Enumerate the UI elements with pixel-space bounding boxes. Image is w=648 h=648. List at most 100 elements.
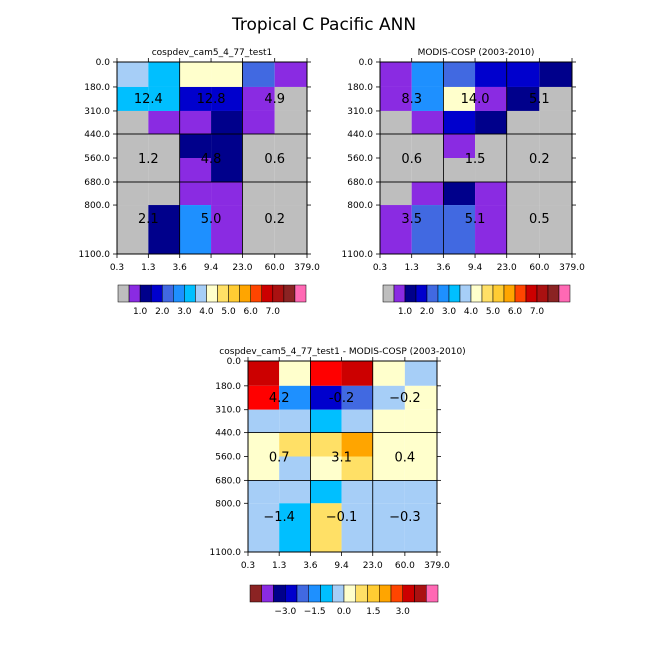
group-value-label: 3.1 xyxy=(331,451,352,466)
y-tick-label: 800.0 xyxy=(347,201,373,211)
legend-swatch xyxy=(296,584,309,603)
heatmap-cell xyxy=(148,158,180,182)
heatmap-cell xyxy=(148,182,180,206)
legend-swatch xyxy=(492,284,505,303)
heatmap-cell xyxy=(506,62,540,87)
heatmap-cell xyxy=(404,432,437,457)
legend-label: 4.0 xyxy=(199,307,214,317)
x-tick-label: 1.3 xyxy=(141,263,155,273)
heatmap-cell xyxy=(539,134,572,158)
y-tick-label: 800.0 xyxy=(84,201,110,211)
x-tick-label: 9.4 xyxy=(204,263,219,273)
legend-swatch xyxy=(320,584,333,603)
heatmap-cell xyxy=(242,182,275,206)
group-value-label: 0.4 xyxy=(395,451,416,466)
group-value-label: 12.4 xyxy=(134,92,163,107)
legend-swatch xyxy=(503,284,516,303)
heatmap-cell xyxy=(279,456,311,481)
group-value-label: 2.1 xyxy=(138,212,159,227)
heatmap-cell xyxy=(242,205,275,254)
heatmap-cell xyxy=(248,432,280,457)
heatmap-cell xyxy=(380,62,412,87)
legend-swatch xyxy=(117,284,130,303)
heatmap-cell xyxy=(148,134,180,158)
heatmap-cell xyxy=(179,182,212,206)
heatmap-cell xyxy=(279,480,311,504)
heatmap-cell xyxy=(179,86,212,111)
heatmap-cell xyxy=(274,158,307,182)
legend-swatch xyxy=(308,584,321,603)
x-tick-label: 0.3 xyxy=(241,561,255,571)
heatmap-cell xyxy=(211,158,243,182)
heatmap-cell xyxy=(506,110,540,134)
legend-swatch xyxy=(379,584,392,603)
group-value-label: 0.6 xyxy=(264,152,285,167)
legend-label: 3.0 xyxy=(442,307,457,317)
heatmap-cell xyxy=(248,503,280,552)
y-tick-label: 0.0 xyxy=(96,58,111,68)
heatmap-cell xyxy=(310,456,342,481)
heatmap-cell xyxy=(211,182,243,206)
legend-swatch xyxy=(272,284,285,303)
heatmap-cell xyxy=(211,134,243,158)
heatmap-cell xyxy=(372,503,405,552)
heatmap-cell xyxy=(341,480,373,504)
group-value-label: 0.7 xyxy=(269,451,290,466)
heatmap-cell xyxy=(404,361,437,386)
heatmap-cell xyxy=(506,205,540,254)
heatmap-cell xyxy=(248,409,280,433)
legend-swatch xyxy=(402,584,415,603)
y-tick-label: 440.0 xyxy=(215,429,241,439)
legend-swatch xyxy=(150,284,163,303)
heatmap-cell xyxy=(211,205,243,254)
heatmap-cell xyxy=(443,182,476,206)
group-value-label: -0.2 xyxy=(329,391,354,406)
heatmap-cell xyxy=(372,432,405,457)
heatmap-cell xyxy=(411,62,444,87)
y-tick-label: 560.0 xyxy=(347,154,373,164)
heatmap-cell xyxy=(443,158,476,182)
legend-swatch xyxy=(426,284,439,303)
heatmap-cell xyxy=(279,385,311,410)
heatmap-cell xyxy=(404,409,437,433)
legend-swatch xyxy=(239,284,251,303)
x-tick-label: 1.3 xyxy=(272,561,286,571)
heatmap-cell xyxy=(179,110,212,134)
legend-label: 3.0 xyxy=(177,307,192,317)
group-value-label: −1.4 xyxy=(263,510,295,525)
heatmap-cell xyxy=(443,62,476,87)
y-tick-label: 0.0 xyxy=(227,357,242,367)
y-tick-label: 310.0 xyxy=(215,406,241,416)
heatmap-cell xyxy=(179,134,212,158)
heatmap-cell xyxy=(310,480,342,504)
heatmap-cell xyxy=(341,432,373,457)
legend-label: −1.5 xyxy=(304,607,326,617)
heatmap-cell xyxy=(372,480,405,504)
legend-swatch xyxy=(404,284,417,303)
legend-label: 0.0 xyxy=(337,607,352,617)
heatmap-cell xyxy=(443,134,476,158)
legend-label: 6.0 xyxy=(508,307,523,317)
legend-swatch xyxy=(448,284,461,303)
heatmap-cell xyxy=(539,62,572,87)
y-tick-label: 440.0 xyxy=(84,130,110,140)
x-tick-label: 3.6 xyxy=(173,263,188,273)
legend-swatch xyxy=(470,284,483,303)
heatmap-panel-diff: cospdev_cam5_4_77_test1 - MODIS-COSP (20… xyxy=(210,347,466,617)
legend-swatch xyxy=(250,284,263,303)
heatmap-cell xyxy=(372,361,405,386)
y-tick-label: 560.0 xyxy=(84,154,110,164)
legend-swatch xyxy=(415,284,428,303)
heatmap-cell xyxy=(211,86,243,111)
heatmap-cell xyxy=(380,158,412,182)
legend-swatch xyxy=(161,284,174,303)
heatmap-cell xyxy=(506,134,540,158)
heatmap-cell xyxy=(310,432,342,457)
heatmap-cell xyxy=(341,361,373,386)
legend-label: 2.0 xyxy=(155,307,170,317)
legend-swatch xyxy=(437,284,450,303)
heatmap-cell xyxy=(242,62,275,87)
legend-label: 2.0 xyxy=(420,307,435,317)
group-value-label: 0.5 xyxy=(529,212,550,227)
